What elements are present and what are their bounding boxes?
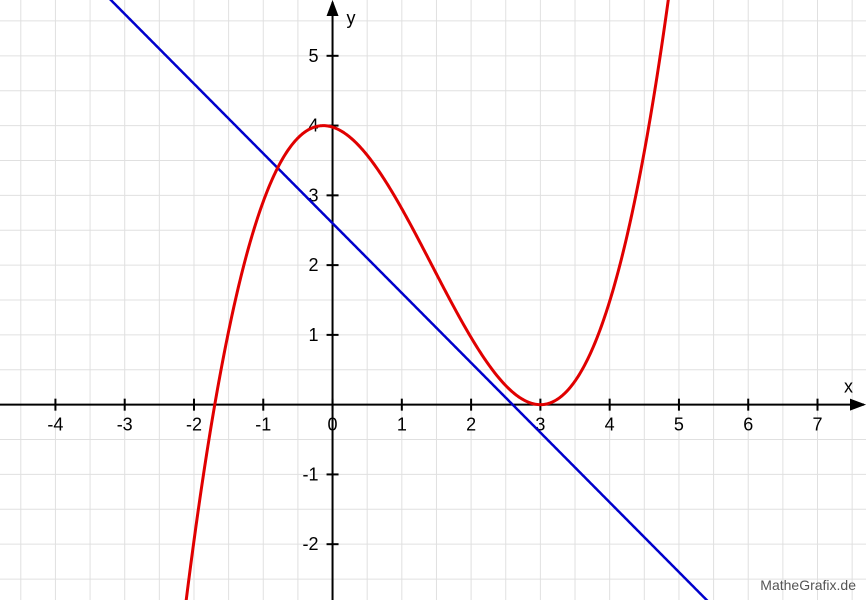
x-tick-label: 2 <box>466 415 476 435</box>
grid <box>0 0 866 600</box>
x-tick-label: 5 <box>674 415 684 435</box>
y-axis-label: y <box>347 8 356 28</box>
x-tick-label: -2 <box>186 415 202 435</box>
y-tick-label: 2 <box>309 255 319 275</box>
x-tick-label: -1 <box>255 415 271 435</box>
x-tick-label: 4 <box>605 415 615 435</box>
x-tick-label: 0 <box>328 415 338 435</box>
x-tick-label: 1 <box>397 415 407 435</box>
chart-container: -4-3-2-101234567-2-112345xyMatheGrafix.d… <box>0 0 866 600</box>
x-tick-label: 6 <box>743 415 753 435</box>
x-tick-label: 7 <box>812 415 822 435</box>
y-tick-label: 1 <box>309 325 319 345</box>
watermark: MatheGrafix.de <box>760 577 856 593</box>
x-axis-label: x <box>844 377 853 397</box>
x-tick-label: -4 <box>47 415 63 435</box>
x-tick-label: -3 <box>117 415 133 435</box>
y-tick-label: -1 <box>303 464 319 484</box>
y-tick-label: -2 <box>303 534 319 554</box>
y-tick-label: 5 <box>309 46 319 66</box>
chart-svg: -4-3-2-101234567-2-112345xyMatheGrafix.d… <box>0 0 866 600</box>
